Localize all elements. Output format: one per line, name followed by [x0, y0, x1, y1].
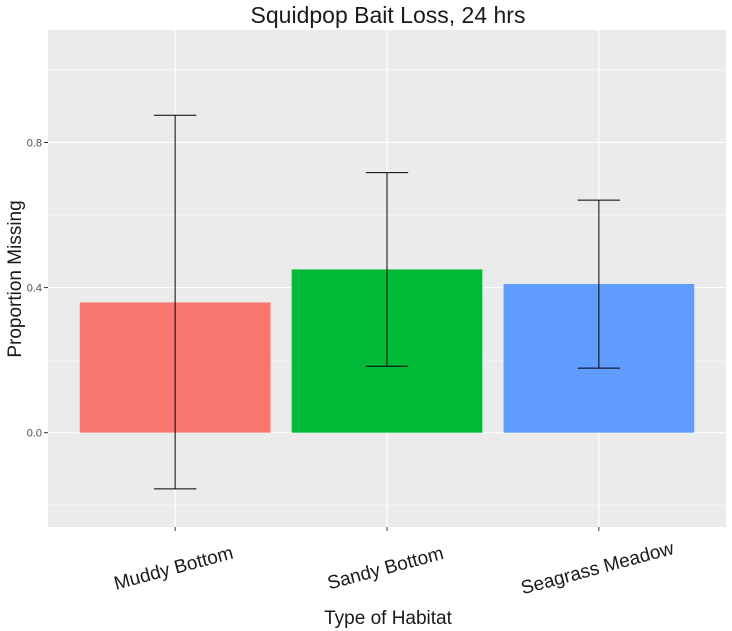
x-tick-label: Muddy Bottom	[112, 543, 236, 595]
error-bar	[153, 114, 197, 490]
y-axis-title: Proportion Missing	[5, 200, 26, 357]
x-tick-label: Seagrass Meadow	[519, 538, 677, 599]
y-tick-label: 0.4	[27, 283, 42, 295]
x-tick-label: Sandy Bottom	[325, 543, 446, 594]
y-tick-label: 0.0	[27, 428, 42, 440]
chart-title: Squidpop Bait Loss, 24 hrs	[251, 2, 526, 28]
x-axis: Muddy Bottom Sandy Bottom Seagrass Meadow	[112, 527, 677, 599]
x-axis-title: Type of Habitat	[324, 608, 453, 629]
error-bar	[365, 172, 409, 367]
error-bar	[577, 199, 621, 369]
y-tick-label: 0.8	[27, 137, 42, 149]
y-axis: 0.0 0.4 0.8	[27, 137, 48, 440]
error-bars	[153, 114, 621, 490]
